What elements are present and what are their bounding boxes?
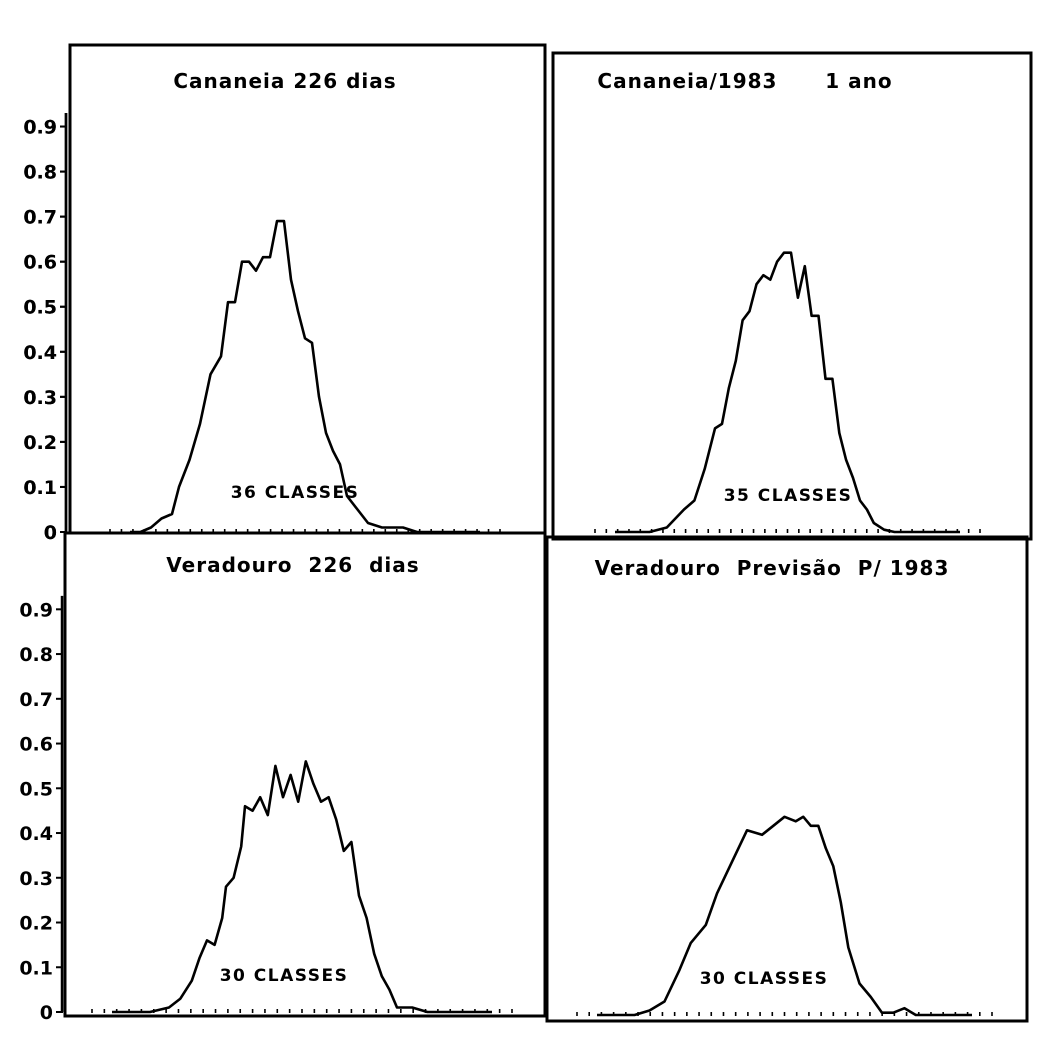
y-tick-label: 0.6	[19, 734, 53, 756]
class-count-label: 35 CLASSES	[724, 486, 853, 506]
panel-title: Cananeia/1983 1 ano	[597, 69, 892, 93]
y-tick-label: 0.2	[19, 913, 53, 935]
distribution-line	[615, 251, 960, 534]
y-tick-label: 0	[44, 522, 57, 544]
panel-frame	[63, 531, 547, 1018]
panel-title: Veradouro 226 dias	[166, 553, 419, 577]
y-tick-label: 0.2	[23, 432, 57, 454]
panel-frame	[545, 535, 1029, 1023]
distribution-line	[112, 760, 492, 1014]
panel-title: Veradouro Previsão P/ 1983	[595, 556, 950, 580]
y-tick-label: 0.3	[23, 387, 57, 409]
y-tick-label: 0	[40, 1002, 53, 1024]
y-tick-label: 0.8	[23, 162, 57, 184]
y-tick-label: 0.8	[23, 162, 57, 184]
y-tick-label: 0.5	[23, 297, 57, 319]
y-tick-label: 0.4	[23, 342, 57, 364]
distribution-line	[130, 219, 480, 534]
y-tick-label: 0.7	[23, 207, 57, 229]
y-tick-label: 0.3	[19, 868, 53, 890]
panel-title: Cananeia 226 dias	[173, 69, 396, 93]
panel-frame	[551, 51, 1033, 541]
y-tick-label: 0.3	[23, 387, 57, 409]
y-tick-label: 0.8	[19, 644, 53, 666]
y-tick-label: 0.7	[23, 207, 57, 229]
panel-4: Veradouro Previsão P/ 1983 30 CLASSES	[545, 535, 1029, 1023]
panel-1: 0 0.1 0.2 0.3 0.4 0.5 0.6 0.7 0.8 0.9 Cananeia 226…	[23, 43, 547, 544]
class-count-label: 36 CLASSES	[231, 483, 360, 503]
y-tick-label: 0.6	[23, 252, 57, 274]
y-tick-label: 0.5	[23, 297, 57, 319]
y-tick-label: 0.9	[19, 599, 53, 621]
y-tick-label: 0	[44, 522, 57, 544]
y-tick-label: 0.6	[23, 252, 57, 274]
class-count-label: 30 CLASSES	[700, 969, 829, 989]
y-tick-label: 0.1	[19, 957, 53, 979]
y-tick-label: 0.9	[23, 117, 57, 139]
y-tick-label: 0.5	[19, 778, 53, 800]
panel-3: 0 0.1 0.2 0.3 0.4 0.5 0.6 0.7 0.8 0.9 Veradouro 22…	[19, 531, 547, 1024]
y-tick-label: 0.1	[23, 477, 57, 499]
y-tick-label: 0.9	[23, 117, 57, 139]
y-tick-label: 0.2	[23, 432, 57, 454]
y-tick-label: 0.4	[23, 342, 57, 364]
y-tick-label: 0.7	[19, 689, 53, 711]
y-tick-label: 0.4	[19, 823, 53, 845]
class-count-label: 30 CLASSES	[220, 966, 349, 986]
panel-2: 0 0.1 0.2 0.3 0.4 0.5 0.6 0.7 0.8 0.9 Cananeia/198…	[23, 51, 1033, 544]
y-tick-label: 0.1	[23, 477, 57, 499]
panel-frame	[68, 43, 547, 535]
distribution-line	[597, 815, 972, 1017]
